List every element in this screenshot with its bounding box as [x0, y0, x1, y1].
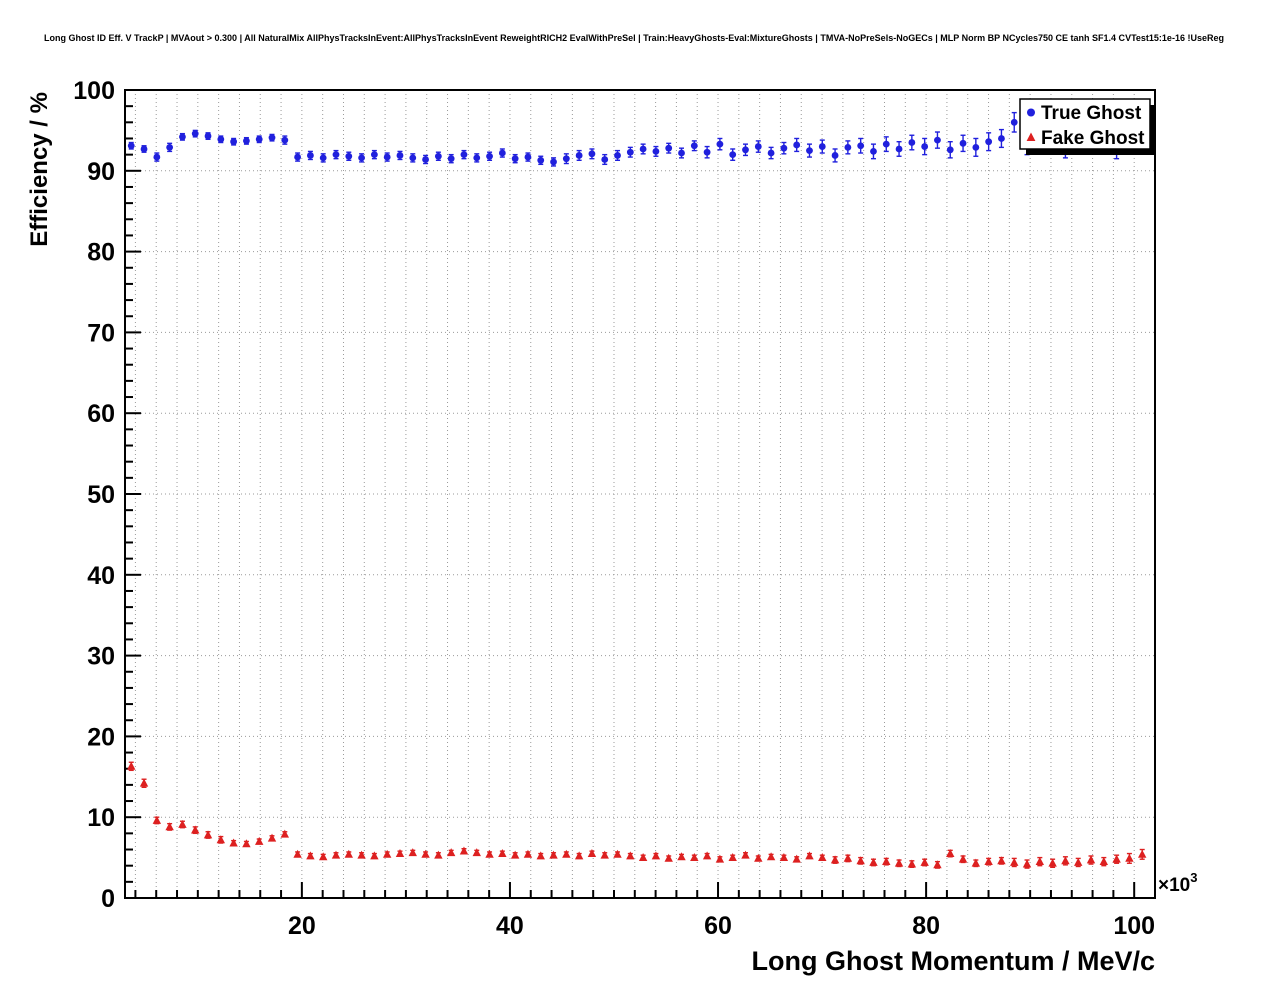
svg-text:100: 100	[1113, 912, 1155, 940]
legend-markers	[1026, 108, 1036, 141]
svg-text:20: 20	[87, 723, 115, 751]
svg-text:90: 90	[87, 158, 115, 186]
gridlines	[125, 90, 1155, 898]
svg-text:60: 60	[87, 400, 115, 428]
svg-text:100: 100	[73, 77, 115, 105]
svg-text:20: 20	[288, 912, 316, 940]
x-tick-labels: 20 40 60 80 100	[288, 912, 1155, 940]
svg-text:40: 40	[87, 562, 115, 590]
x-axis-exponent: ×103	[1158, 870, 1197, 896]
series-triangle	[127, 761, 1147, 869]
legend: True Ghost Fake Ghost	[1019, 98, 1156, 155]
y-axis-title: Efficiency / %	[26, 92, 53, 247]
svg-text:80: 80	[87, 239, 115, 267]
legend-box	[1019, 98, 1151, 150]
svg-text:0: 0	[101, 885, 115, 913]
y-tick-labels: 0 10 20 30 40 50 60 70 80 90 100	[73, 77, 115, 913]
legend-label-fake-ghost: Fake Ghost	[1041, 128, 1145, 149]
svg-text:60: 60	[704, 912, 732, 940]
legend-label-true-ghost: True Ghost	[1041, 103, 1142, 124]
svg-text:30: 30	[87, 643, 115, 671]
data-points	[127, 111, 1147, 869]
axis-ticks	[125, 89, 1136, 899]
svg-text:70: 70	[87, 319, 115, 347]
svg-text:40: 40	[496, 912, 524, 940]
svg-text:10: 10	[87, 804, 115, 832]
svg-text:80: 80	[912, 912, 940, 940]
legend-marker-fake-ghost	[1026, 132, 1036, 141]
svg-text:50: 50	[87, 481, 115, 509]
plot-title: Long Ghost ID Eff. V TrackP | MVAout > 0…	[44, 33, 1224, 44]
x-axis-title: Long Ghost Momentum / MeV/c	[752, 946, 1156, 976]
legend-marker-true-ghost	[1027, 108, 1035, 117]
series-circle	[127, 111, 1146, 167]
plot-frame	[124, 89, 1156, 899]
